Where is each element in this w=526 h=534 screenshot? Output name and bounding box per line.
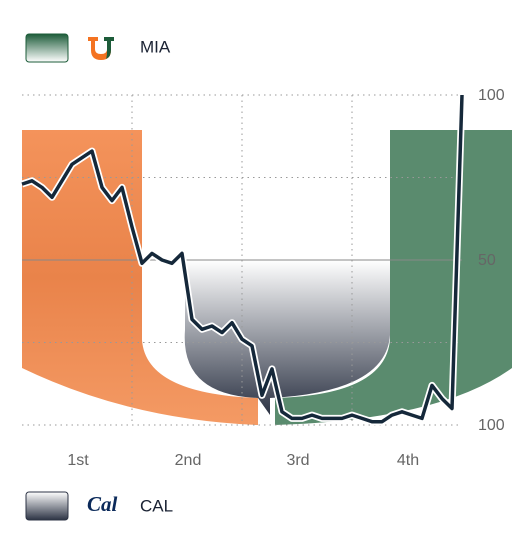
- mia-swatch: [25, 33, 69, 63]
- mia-logo: [88, 37, 114, 60]
- line: [21, 94, 464, 424]
- orange-arm: [22, 130, 258, 425]
- plot: [20, 94, 466, 426]
- y-tick-label: 100: [478, 87, 505, 104]
- cal-logo: Cal: [87, 492, 118, 516]
- x-tick-label: 2nd: [175, 452, 202, 469]
- gray-shape: [184, 260, 390, 415]
- x-tick-label: 1st: [67, 452, 89, 469]
- legend-label: MIA: [140, 37, 171, 56]
- x-tick-label: 3rd: [286, 452, 309, 469]
- y-tick-label: 50: [478, 252, 496, 269]
- cal-swatch: [25, 491, 69, 521]
- y-tick-label: 100: [478, 417, 505, 434]
- x-tick-label: 4th: [397, 452, 419, 469]
- legend-label: CAL: [140, 496, 173, 515]
